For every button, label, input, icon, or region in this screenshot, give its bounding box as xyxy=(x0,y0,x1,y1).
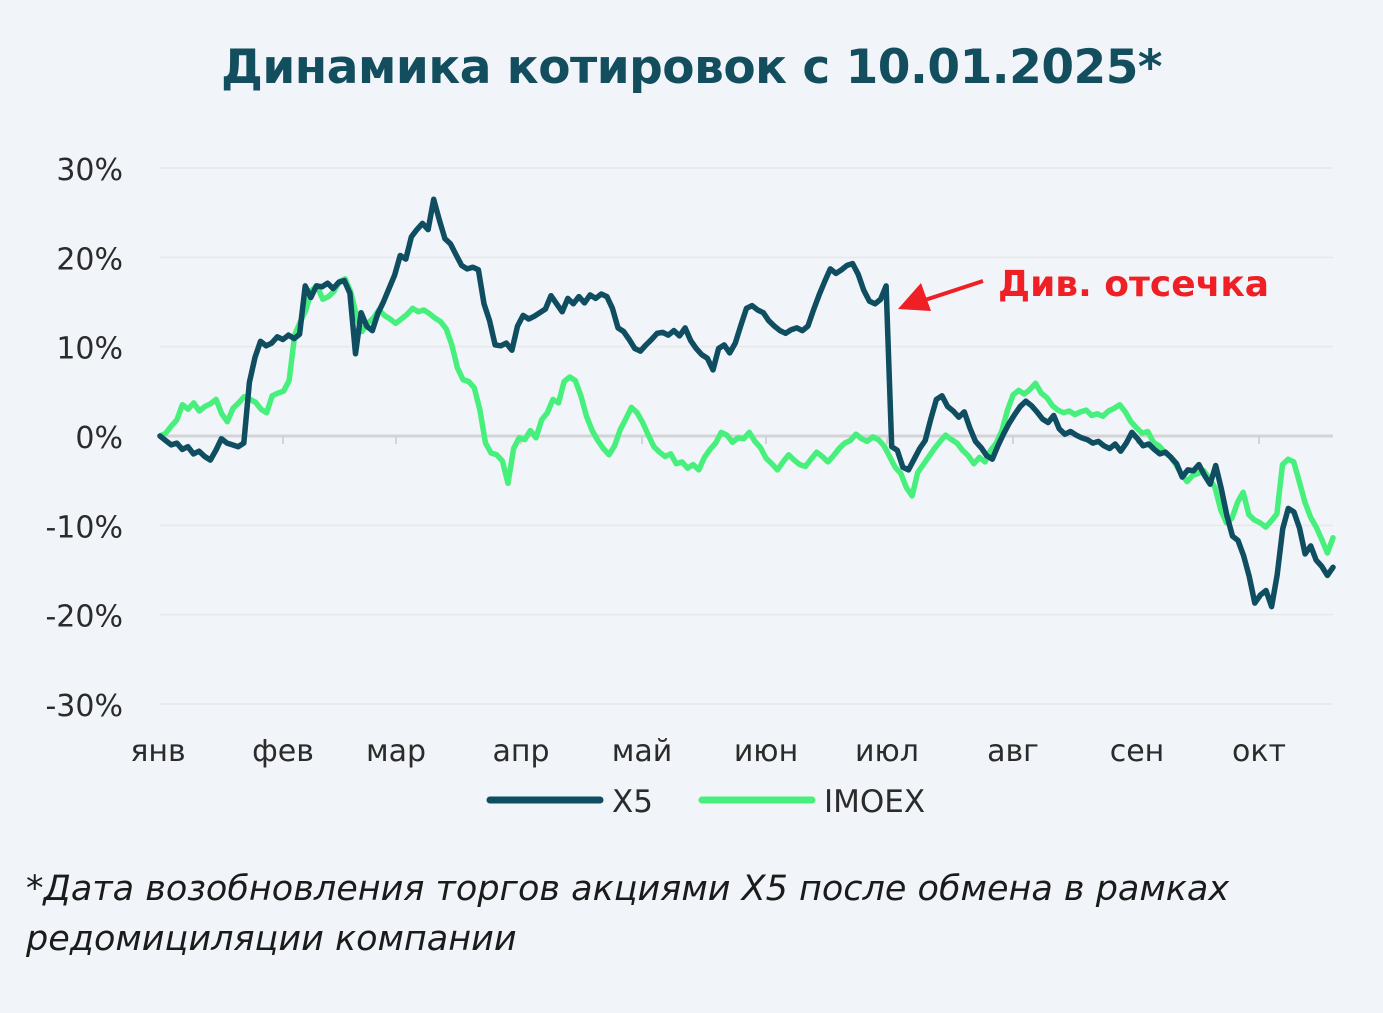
x-tick-label: фев xyxy=(252,734,314,769)
annotation-arrow-head xyxy=(898,283,931,311)
annotation-arrow-shaft xyxy=(924,279,984,302)
x-tick-label: янв xyxy=(130,734,185,769)
series-line-imoex xyxy=(157,276,1336,556)
y-tick-label: 0% xyxy=(75,421,123,456)
chart-title: Динамика котировок с 10.01.2025* xyxy=(220,40,1163,95)
y-tick-label: -10% xyxy=(45,510,123,545)
x-tick-label: июл xyxy=(855,734,919,769)
y-tick-label: 10% xyxy=(56,332,123,367)
series-line-x5 xyxy=(157,196,1336,610)
annotation-label: Див. отсечка xyxy=(998,264,1269,305)
x-tick-label: мар xyxy=(366,734,426,769)
x-tick-label: сен xyxy=(1110,734,1165,769)
x-tick-label: окт xyxy=(1232,734,1286,769)
x-tick-label: авг xyxy=(987,734,1039,769)
y-tick-label: 30% xyxy=(56,153,123,188)
legend-label-x5: X5 xyxy=(612,784,653,820)
y-tick-label: 20% xyxy=(56,242,123,277)
legend-label-imoex: IMOEX xyxy=(824,784,925,820)
y-tick-label: -30% xyxy=(45,689,123,724)
x-tick-label: июн xyxy=(734,734,798,769)
x-tick-label: апр xyxy=(492,734,549,769)
footnote: *Дата возобновления торгов акциями X5 по… xyxy=(26,869,1230,959)
x-tick-label: май xyxy=(612,734,673,769)
y-tick-label: -20% xyxy=(45,600,123,635)
